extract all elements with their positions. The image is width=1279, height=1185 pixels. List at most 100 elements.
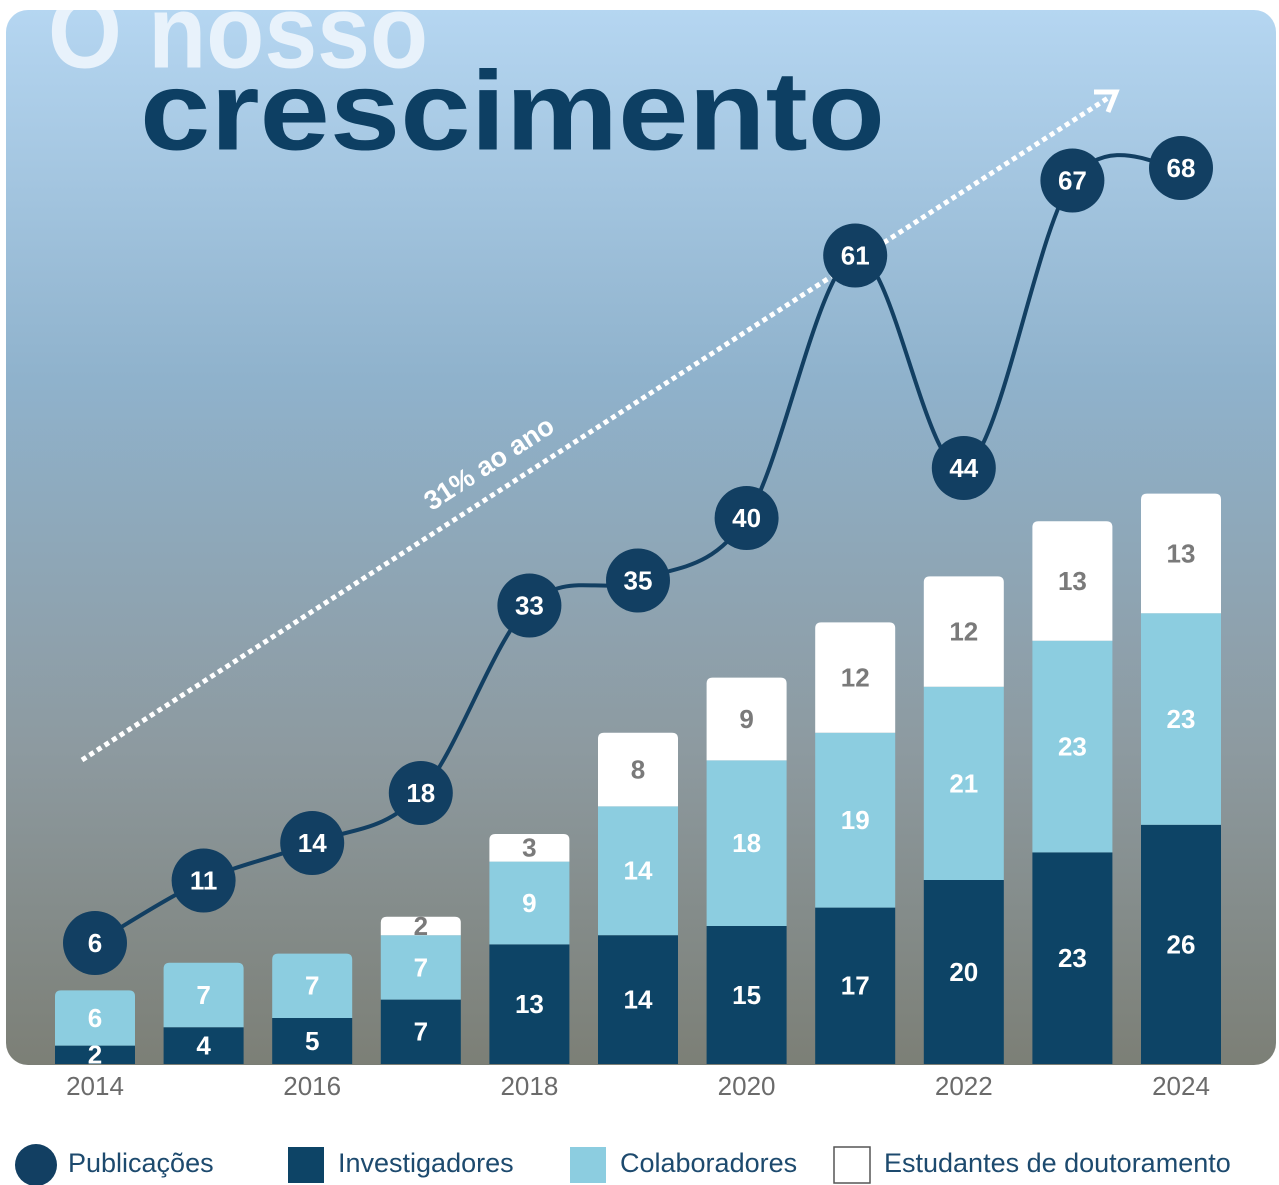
legend-marker [15, 1144, 57, 1185]
bar-segment [272, 953, 353, 1018]
bar-value-label: 15 [732, 980, 761, 1010]
bar-value-label: 7 [414, 1017, 428, 1047]
x-tick-label: 2016 [283, 1071, 341, 1101]
x-tick-label: 2020 [718, 1071, 776, 1101]
bar-segment [272, 1018, 353, 1064]
line-point [171, 848, 236, 913]
bar-segment [489, 861, 570, 945]
bar-segment [706, 926, 787, 1064]
bar-segment [706, 760, 787, 926]
x-tick-label: 2018 [500, 1071, 558, 1101]
bar-value-label: 17 [841, 971, 870, 1001]
bar-value-label: 19 [841, 805, 870, 835]
bar-segment [489, 944, 570, 1064]
line-point [1040, 148, 1105, 213]
trend-arrow [80, 95, 1110, 763]
bar-segment [55, 990, 135, 1046]
point-value-label: 68 [1167, 153, 1196, 183]
x-tick-label: 2022 [935, 1071, 993, 1101]
plot-area: O nosso [48, 0, 428, 90]
line-point [606, 548, 670, 613]
bar-segment [923, 880, 1004, 1064]
bar-segment [923, 576, 1004, 687]
point-value-label: 40 [732, 503, 761, 533]
point-value-label: 44 [949, 453, 978, 483]
bar-value-label: 14 [624, 856, 653, 886]
bar-segment [815, 907, 896, 1064]
bar-value-label: 6 [88, 1003, 102, 1033]
bar-segment [1032, 640, 1113, 853]
bar-value-label: 23 [1058, 943, 1087, 973]
bar-segment [380, 935, 461, 1000]
legend-label: Investigadores [338, 1148, 514, 1178]
legend-marker [288, 1147, 324, 1183]
bar-segment [55, 1045, 135, 1064]
line-point [714, 486, 779, 550]
bar-segment [489, 834, 570, 862]
title-line-1: O nosso [48, 0, 428, 90]
bar-segment [1141, 824, 1221, 1064]
bar-value-label: 4 [196, 1030, 211, 1060]
point-value-label: 6 [88, 928, 102, 958]
legend-marker [833, 1146, 871, 1184]
x-tick-label: 2024 [1152, 1071, 1210, 1101]
bar-value-label: 21 [949, 768, 978, 798]
bar-value-label: 26 [1167, 929, 1196, 959]
bar-segment [598, 806, 678, 936]
bar-value-label: 12 [949, 616, 978, 646]
title-line-2: crescimento [140, 49, 885, 174]
point-value-label: 18 [406, 778, 435, 808]
line-point [823, 223, 888, 288]
bar-value-label: 13 [1058, 566, 1087, 596]
point-value-label: 35 [624, 565, 653, 595]
bar-value-label: 18 [732, 828, 761, 858]
bar-segment [380, 999, 461, 1064]
bar-value-label: 2 [88, 1040, 102, 1070]
bar-value-label: 13 [515, 989, 544, 1019]
bar-segment [1032, 852, 1113, 1064]
line-point [1149, 136, 1213, 200]
bar-segment [1141, 493, 1221, 614]
bar-segment [706, 677, 787, 761]
bar-value-label: 7 [305, 971, 319, 1001]
line-point [931, 436, 996, 500]
bar-segment [1141, 613, 1221, 825]
bar-value-label: 14 [624, 984, 653, 1014]
legend-label: Colaboradores [620, 1148, 797, 1178]
bar-value-label: 13 [1167, 538, 1196, 568]
bar-value-label: 23 [1058, 731, 1087, 761]
bar-segment [163, 962, 244, 1028]
point-value-label: 14 [298, 828, 327, 858]
bar-value-label: 7 [196, 980, 210, 1010]
bar-value-label: 8 [631, 754, 645, 784]
x-tick-label: 2014 [66, 1071, 124, 1101]
point-value-label: 11 [190, 865, 218, 895]
legend-label: Estudantes de doutoramento [884, 1148, 1231, 1178]
legend-marker [570, 1147, 606, 1183]
bar-segment [163, 1027, 244, 1064]
trend-arrow-head [1094, 89, 1120, 113]
bar-value-label: 23 [1167, 704, 1196, 734]
bar-segment [380, 916, 461, 936]
point-value-label: 61 [841, 240, 870, 270]
legend-label: Publicações [68, 1148, 214, 1178]
bar-segment [598, 935, 678, 1064]
bar-segment [815, 622, 896, 733]
bar-value-label: 3 [522, 833, 536, 863]
bar-value-label: 5 [305, 1026, 319, 1056]
bar-segment [1032, 521, 1113, 641]
point-value-label: 33 [515, 590, 544, 620]
line-point [280, 811, 345, 875]
bar-value-label: 7 [414, 952, 428, 982]
line-point [63, 911, 127, 975]
bar-value-label: 9 [739, 704, 753, 734]
bar-segment [598, 732, 678, 807]
bar-value-label: 2 [414, 911, 428, 941]
bar-value-label: 20 [949, 957, 978, 987]
bar-value-label: 9 [522, 888, 536, 918]
point-value-label: 67 [1058, 165, 1087, 195]
line-point [388, 761, 453, 825]
bar-segment [815, 732, 896, 908]
bar-segment [923, 686, 1004, 880]
